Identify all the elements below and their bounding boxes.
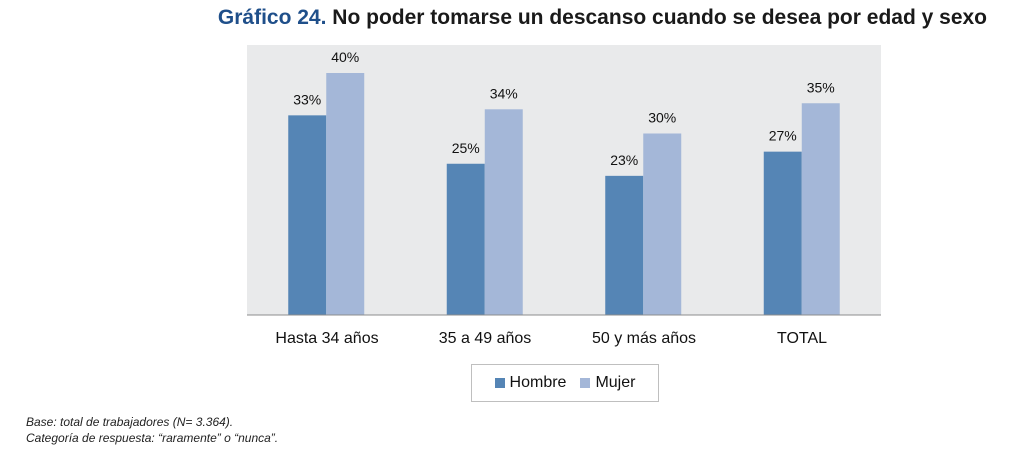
chart-title: Gráfico 24. No poder tomarse un descanso… bbox=[0, 6, 987, 30]
bar-hombre bbox=[446, 163, 485, 315]
data-label: 27% bbox=[769, 128, 797, 144]
legend-swatch-mujer bbox=[580, 378, 591, 388]
category-label: 50 y más años bbox=[591, 330, 697, 347]
legend: Hombre Mujer bbox=[471, 364, 659, 402]
legend-label: Mujer bbox=[595, 374, 636, 391]
data-label: 40% bbox=[331, 49, 359, 65]
base-note: Base: total de trabajadores (N= 3.364). bbox=[26, 415, 234, 429]
legend-swatch-hombre bbox=[494, 378, 505, 388]
bar-mujer bbox=[326, 73, 365, 315]
data-label: 34% bbox=[490, 85, 518, 101]
category-note: Categoría de respuesta: “raramente” o “n… bbox=[26, 431, 279, 445]
data-label: 33% bbox=[293, 91, 321, 107]
bar-hombre bbox=[763, 151, 802, 315]
chart-title-prefix: Gráfico 24. bbox=[217, 6, 327, 29]
chart-title-text: No poder tomarse un descanso cuando se d… bbox=[332, 6, 987, 29]
bar-mujer bbox=[484, 109, 523, 315]
bar-mujer bbox=[643, 133, 682, 315]
data-label: 30% bbox=[648, 110, 676, 126]
category-label: TOTAL bbox=[776, 330, 828, 347]
category-label: Hasta 34 años bbox=[275, 330, 379, 347]
bar-mujer bbox=[801, 103, 840, 315]
data-label: 35% bbox=[807, 79, 835, 95]
legend-item-hombre: Hombre bbox=[494, 374, 567, 392]
category-label: 35 a 49 años bbox=[438, 330, 532, 347]
data-label: 25% bbox=[452, 140, 480, 156]
legend-item-mujer: Mujer bbox=[580, 374, 635, 392]
bar-hombre bbox=[288, 115, 327, 315]
legend-label: Hombre bbox=[509, 374, 567, 391]
bar-hombre bbox=[605, 175, 644, 315]
data-label: 23% bbox=[610, 152, 638, 168]
